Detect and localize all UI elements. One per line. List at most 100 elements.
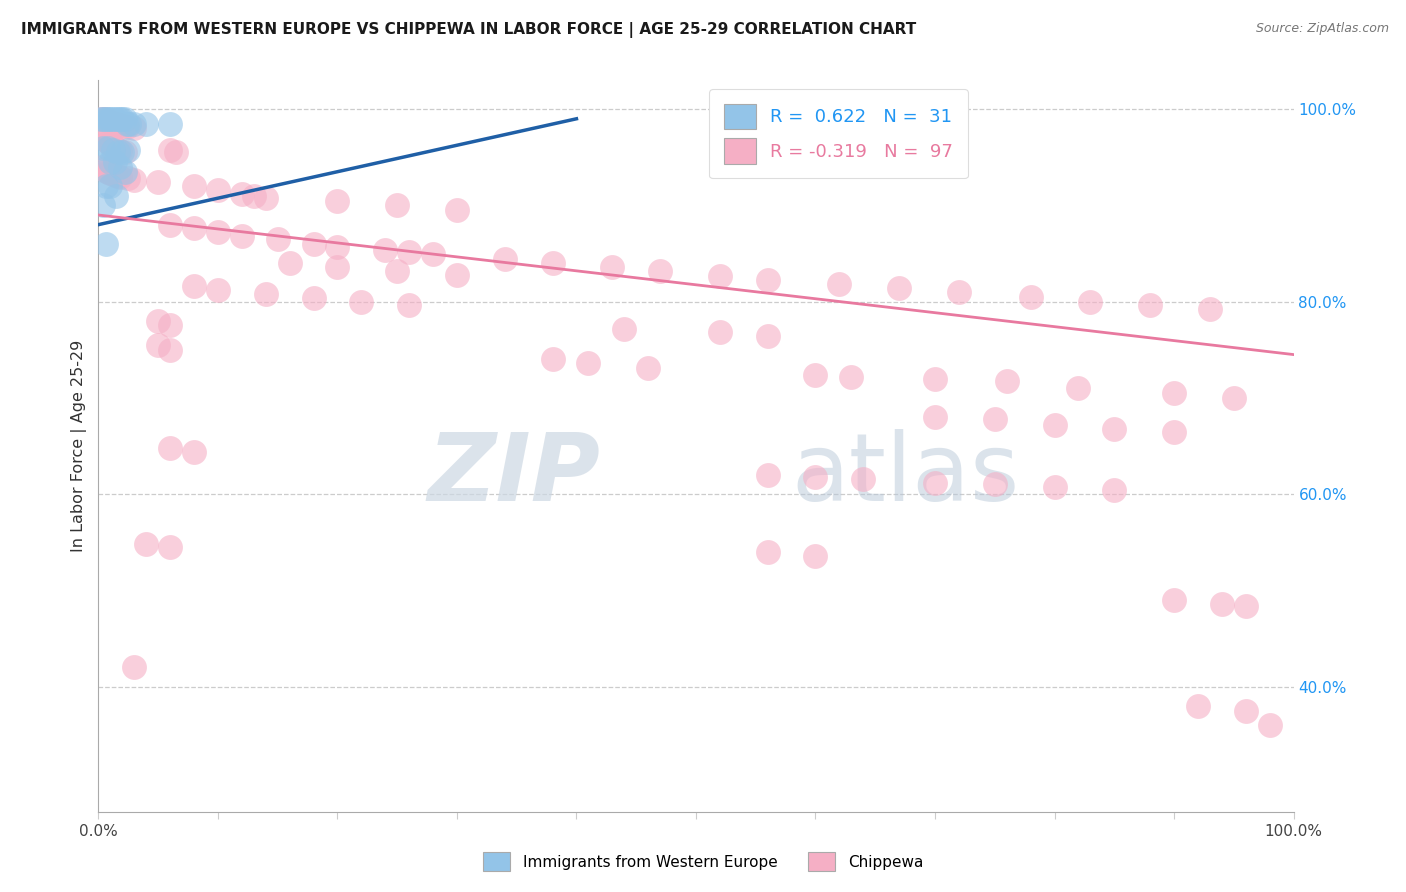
Point	[207, 183, 229, 197]
Point	[231, 229, 253, 244]
Point	[101, 167, 124, 181]
Point	[118, 117, 141, 131]
Point	[924, 371, 946, 385]
Point	[97, 113, 120, 128]
Point	[159, 218, 181, 232]
Point	[398, 298, 420, 312]
Point	[117, 171, 139, 186]
Text: atlas: atlas	[792, 429, 1019, 521]
Point	[995, 374, 1018, 388]
Point	[124, 117, 146, 131]
Point	[91, 131, 114, 145]
Point	[350, 294, 373, 309]
Point	[107, 112, 129, 126]
Point	[374, 243, 396, 257]
Point	[984, 477, 1007, 491]
Point	[148, 314, 170, 328]
Point	[541, 352, 564, 367]
Point	[114, 164, 136, 178]
Point	[613, 321, 636, 335]
Point	[302, 236, 325, 251]
Point	[107, 143, 129, 157]
Point	[1211, 597, 1233, 611]
Point	[183, 279, 205, 293]
Point	[108, 160, 131, 174]
Point	[1019, 290, 1042, 304]
Point	[165, 145, 187, 160]
Y-axis label: In Labor Force | Age 25-29: In Labor Force | Age 25-29	[72, 340, 87, 552]
Point	[107, 169, 129, 183]
Point	[104, 117, 127, 131]
Point	[124, 121, 146, 136]
Point	[254, 191, 277, 205]
Text: IMMIGRANTS FROM WESTERN EUROPE VS CHIPPEWA IN LABOR FORCE | AGE 25-29 CORRELATIO: IMMIGRANTS FROM WESTERN EUROPE VS CHIPPE…	[21, 22, 917, 38]
Point	[852, 472, 875, 486]
Point	[94, 236, 117, 251]
Text: Source: ZipAtlas.com: Source: ZipAtlas.com	[1256, 22, 1389, 36]
Point	[1198, 302, 1220, 317]
Point	[159, 343, 181, 357]
Point	[648, 264, 672, 278]
Point	[1139, 298, 1161, 312]
Point	[828, 277, 851, 292]
Point	[1043, 417, 1066, 432]
Point	[124, 660, 146, 674]
Point	[1258, 718, 1281, 732]
Point	[114, 120, 136, 134]
Point	[94, 163, 117, 178]
Point	[111, 119, 134, 133]
Legend: Immigrants from Western Europe, Chippewa: Immigrants from Western Europe, Chippewa	[477, 847, 929, 877]
Point	[94, 179, 117, 194]
Point	[94, 112, 117, 126]
Point	[576, 356, 599, 370]
Point	[1080, 294, 1102, 309]
Point	[90, 112, 112, 126]
Point	[756, 467, 779, 482]
Point	[278, 256, 301, 270]
Point	[98, 112, 122, 126]
Point	[91, 112, 114, 126]
Point	[159, 117, 181, 131]
Point	[1234, 599, 1257, 613]
Point	[804, 549, 827, 563]
Point	[148, 175, 170, 189]
Point	[101, 138, 124, 153]
Point	[97, 141, 120, 155]
Point	[98, 166, 122, 180]
Point	[91, 198, 114, 212]
Point	[108, 145, 131, 159]
Point	[97, 135, 120, 149]
Point	[159, 441, 181, 455]
Point	[124, 173, 146, 187]
Point	[385, 264, 409, 278]
Point	[326, 240, 349, 254]
Point	[183, 179, 205, 194]
Point	[101, 112, 124, 126]
Point	[111, 112, 134, 126]
Point	[267, 232, 290, 246]
Point	[602, 260, 624, 274]
Point	[105, 188, 128, 202]
Point	[446, 203, 468, 218]
Point	[541, 256, 564, 270]
Point	[183, 220, 205, 235]
Point	[385, 198, 409, 212]
Point	[243, 188, 266, 202]
Point	[148, 338, 170, 352]
Point	[108, 118, 131, 132]
Point	[90, 160, 112, 174]
Point	[207, 225, 229, 239]
Point	[115, 117, 138, 131]
Point	[101, 115, 124, 129]
Point	[494, 252, 516, 267]
Point	[637, 361, 659, 376]
Point	[804, 368, 827, 382]
Point	[107, 145, 129, 160]
Point	[115, 120, 138, 135]
Point	[135, 537, 157, 551]
Point	[207, 283, 229, 297]
Text: ZIP: ZIP	[427, 429, 600, 521]
Point	[984, 412, 1007, 426]
Point	[94, 133, 117, 147]
Point	[107, 117, 129, 131]
